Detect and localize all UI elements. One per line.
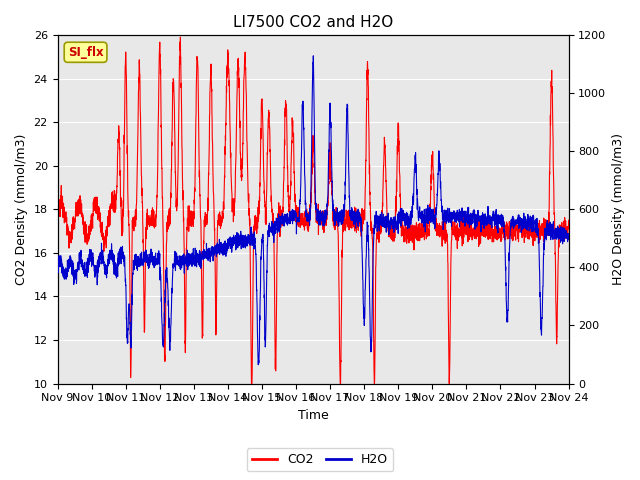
Legend: CO2, H2O: CO2, H2O <box>247 448 393 471</box>
Y-axis label: CO2 Density (mmol/m3): CO2 Density (mmol/m3) <box>15 134 28 285</box>
X-axis label: Time: Time <box>298 409 328 422</box>
Text: SI_flx: SI_flx <box>68 46 104 59</box>
Y-axis label: H2O Density (mmol/m3): H2O Density (mmol/m3) <box>612 133 625 286</box>
Title: LI7500 CO2 and H2O: LI7500 CO2 and H2O <box>233 15 393 30</box>
